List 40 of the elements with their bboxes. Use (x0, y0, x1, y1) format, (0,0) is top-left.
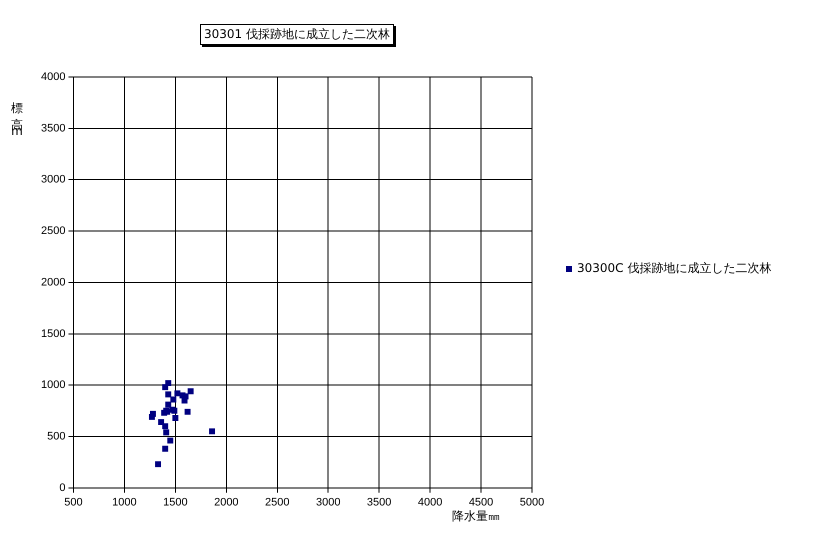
x-tick-label: 2000 (214, 496, 239, 508)
y-axis-title: 標高m (9, 92, 25, 154)
x-tick-label: 1000 (112, 496, 137, 508)
point (167, 438, 174, 444)
y-tick-label: 500 (47, 430, 66, 442)
y-tick-label: 1000 (40, 379, 66, 392)
x-tick-label: 5000 (520, 496, 544, 508)
y-tick-label: 1500 (40, 328, 66, 340)
y-tick-label: 3000 (40, 174, 66, 186)
x-tick-label: 4500 (468, 496, 494, 508)
x-tick-label: 4000 (418, 496, 442, 508)
x-tick-label: 2500 (265, 496, 290, 508)
legend-label: 30300C 伐採跡地に成立した二次林 (577, 260, 772, 277)
point (170, 396, 176, 402)
point (165, 402, 172, 408)
point (174, 390, 180, 396)
point (184, 408, 191, 415)
x-tick-label: 1500 (163, 496, 188, 508)
point (148, 414, 155, 420)
y-tick-label: 2500 (40, 225, 66, 238)
x-tick-label: 3000 (316, 496, 340, 508)
y-tick-label: 4000 (40, 71, 66, 84)
point (162, 384, 168, 390)
point (165, 391, 172, 398)
point (182, 398, 188, 404)
y-tick-label: 3500 (40, 122, 66, 134)
x-tick-label: 3500 (366, 496, 392, 508)
point (172, 414, 178, 421)
point (163, 429, 170, 436)
chart-title: 30301 伐採跡地に成立した二次林 (200, 24, 394, 45)
x-axis-title: 降水量㎜ (452, 508, 500, 525)
point (155, 461, 162, 468)
point (188, 388, 194, 394)
point (209, 428, 216, 434)
point (162, 423, 168, 430)
point (158, 419, 164, 426)
y-tick-label: 2000 (40, 276, 66, 288)
y-tick-label: 0 (59, 482, 66, 494)
point (162, 446, 168, 452)
x-tick-label: 500 (64, 496, 83, 508)
